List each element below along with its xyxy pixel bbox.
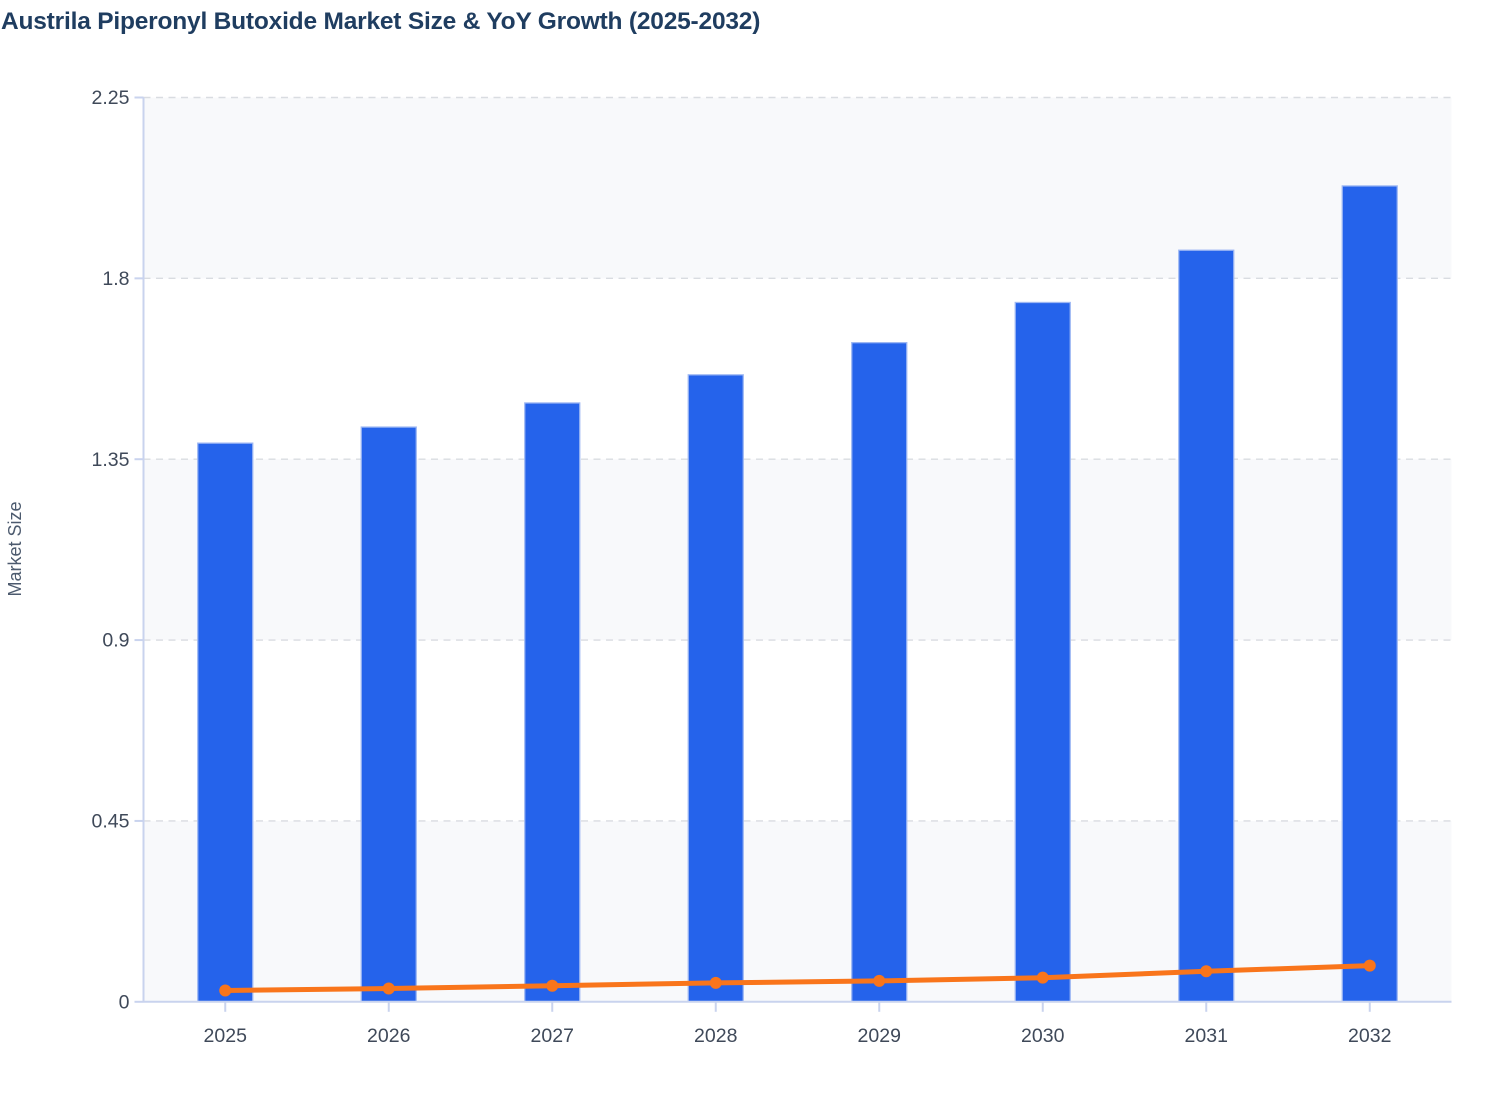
plot-band bbox=[143, 820, 1452, 1002]
chart-title: Austrila Piperonyl Butoxide Market Size … bbox=[1, 8, 761, 35]
x-tick-label-2029: 2029 bbox=[858, 1025, 901, 1047]
y-tick-label: 0.9 bbox=[102, 630, 129, 652]
yoy-point-2025[interactable] bbox=[219, 984, 232, 997]
x-tick-label-2032: 2032 bbox=[1348, 1025, 1391, 1047]
bar-2030[interactable] bbox=[1014, 301, 1071, 1003]
plot-band bbox=[143, 97, 1452, 279]
y-tick-label: 0.45 bbox=[92, 811, 130, 833]
bar-2029[interactable] bbox=[851, 342, 908, 1003]
y-tick-label: 2.25 bbox=[92, 87, 130, 109]
bar-2032[interactable] bbox=[1341, 185, 1398, 1003]
yoy-point-2027[interactable] bbox=[546, 979, 559, 992]
yoy-growth-line bbox=[222, 963, 1373, 993]
yoy-point-2026[interactable] bbox=[382, 982, 395, 995]
x-tick-label-2025: 2025 bbox=[204, 1025, 248, 1047]
bar-2025[interactable] bbox=[197, 442, 254, 1003]
bar-2031[interactable] bbox=[1178, 249, 1235, 1003]
y-tick-label: 1.35 bbox=[92, 449, 130, 471]
plot-area: 0 0.45 0.9 1.35 1.8 2.25 2025 2026 2027 2028 2029 2… bbox=[92, 87, 1452, 1047]
bar-2027[interactable] bbox=[524, 402, 581, 1003]
yoy-point-2031[interactable] bbox=[1200, 965, 1213, 978]
y-tick-label: 0 bbox=[119, 991, 130, 1013]
bar-2026[interactable] bbox=[360, 426, 417, 1003]
y-tick-label: 1.8 bbox=[102, 268, 129, 290]
y-axis-title: Market Size bbox=[5, 501, 25, 596]
yoy-point-2030[interactable] bbox=[1036, 971, 1049, 984]
yoy-point-2032[interactable] bbox=[1363, 959, 1376, 972]
yoy-point-2028[interactable] bbox=[709, 976, 722, 989]
x-tick-label-2027: 2027 bbox=[531, 1025, 574, 1047]
x-tick-label-2028: 2028 bbox=[694, 1025, 737, 1047]
bar-2028[interactable] bbox=[687, 374, 744, 1003]
x-tick-label-2026: 2026 bbox=[367, 1025, 410, 1047]
plot-band bbox=[143, 459, 1452, 641]
x-tick-label-2031: 2031 bbox=[1185, 1025, 1228, 1047]
yoy-point-2029[interactable] bbox=[873, 974, 886, 987]
x-tick-label-2030: 2030 bbox=[1021, 1025, 1065, 1047]
